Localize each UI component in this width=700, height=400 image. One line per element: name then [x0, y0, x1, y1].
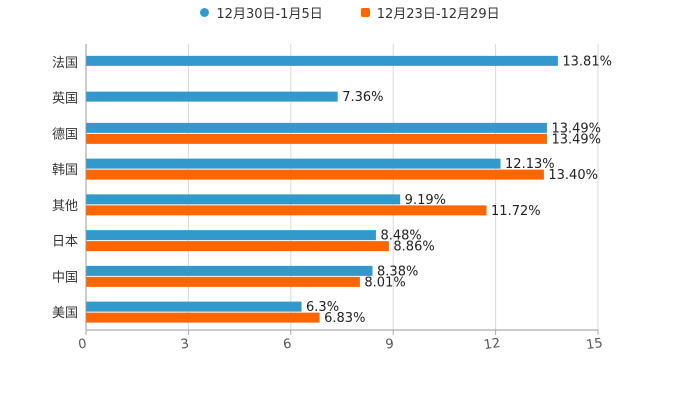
data-label-series-1: 9.19%	[405, 193, 446, 208]
bar-series-1	[86, 122, 547, 133]
legend-swatch-series-1	[200, 8, 210, 17]
bar-series-2	[86, 241, 389, 252]
bar-series-1	[86, 230, 376, 241]
legend-item-series-2[interactable]: 12月23日-12月29日	[360, 3, 500, 22]
bar-series-2	[86, 169, 544, 180]
category-label: 韩国	[52, 163, 78, 178]
x-tick-label-0: 0	[77, 337, 87, 353]
data-label-series-2: 13.49%	[551, 132, 601, 147]
category-label: 英国	[52, 92, 78, 107]
data-label-series-2: 6.83%	[324, 311, 365, 326]
data-label-series-1: 8.48%	[380, 229, 421, 244]
bar-series-2	[86, 205, 487, 216]
data-label-series-2: 13.40%	[548, 168, 598, 183]
data-label-series-1: 6.3%	[306, 300, 339, 315]
data-label-series-1: 12.13%	[505, 157, 555, 172]
data-label-series-2: 8.01%	[364, 275, 405, 290]
category-label: 德国	[52, 127, 78, 142]
x-tick-label-12: 12	[483, 336, 501, 353]
bar-series-2	[86, 133, 547, 144]
category-label: 其他	[52, 199, 78, 214]
bar-series-1	[86, 301, 302, 312]
data-label-series-2: 11.72%	[491, 204, 541, 219]
category-label: 日本	[52, 235, 78, 250]
bar-series-2	[86, 276, 360, 287]
data-label-series-1: 13.49%	[551, 121, 601, 136]
category-label: 美国	[52, 306, 78, 321]
bar-series-1	[86, 55, 558, 66]
legend-swatch-series-2	[360, 8, 370, 17]
legend-label-series-1: 12月30日-1月5日	[216, 7, 323, 22]
category-label: 中国	[52, 270, 78, 285]
chart-legend: 12月30日-1月5日 12月23日-12月29日	[0, 3, 700, 22]
bar-series-1	[86, 91, 338, 102]
x-tick-label-15: 15	[585, 336, 603, 353]
data-label-series-1: 7.36%	[342, 90, 383, 105]
data-label-series-2: 8.86%	[393, 240, 434, 255]
category-label: 法国	[52, 56, 78, 71]
data-label-series-1: 8.38%	[377, 264, 418, 279]
legend-label-series-2: 12月23日-12月29日	[376, 7, 500, 22]
x-tick-label-9: 9	[385, 337, 395, 353]
x-tick-label-6: 6	[282, 337, 292, 353]
bar-series-1	[86, 194, 401, 205]
legend-item-series-1[interactable]: 12月30日-1月5日	[200, 3, 323, 22]
x-tick-label-3: 3	[180, 337, 190, 353]
bar-series-1	[86, 158, 501, 169]
bar-series-2	[86, 312, 320, 323]
bar-series-1	[86, 265, 373, 276]
data-label-series-1: 13.81%	[562, 54, 612, 69]
